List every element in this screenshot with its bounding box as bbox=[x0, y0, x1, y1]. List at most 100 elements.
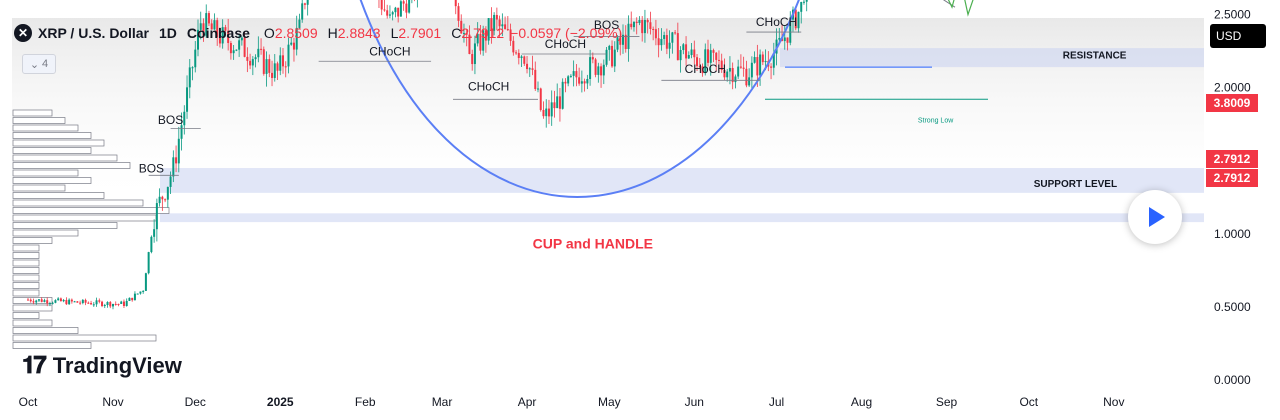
candle-body bbox=[153, 229, 156, 237]
candle-body bbox=[789, 19, 792, 43]
candle-body bbox=[103, 305, 106, 307]
close-value: 2.7912 bbox=[461, 25, 505, 41]
candle-body bbox=[194, 49, 197, 68]
candle-body bbox=[243, 37, 246, 57]
candle-body bbox=[547, 108, 550, 117]
candle-body bbox=[671, 32, 674, 43]
price-tag-last: 2.7912 bbox=[1206, 169, 1258, 187]
candle-body bbox=[106, 302, 109, 306]
volume-profile-bar bbox=[12, 334, 157, 342]
candle-body bbox=[136, 293, 139, 295]
candle-body bbox=[663, 35, 666, 39]
candle-body bbox=[682, 44, 685, 51]
annotation-label: CHoCH bbox=[756, 15, 797, 29]
candle-body bbox=[265, 59, 268, 74]
candle-body bbox=[142, 290, 145, 292]
candle-body bbox=[54, 300, 57, 303]
candle-body bbox=[712, 50, 715, 53]
candle-body bbox=[391, 12, 394, 15]
y-tick-label: 0.0000 bbox=[1214, 373, 1251, 387]
candle-body bbox=[674, 32, 677, 34]
candle-body bbox=[169, 176, 172, 187]
candle-body bbox=[408, 0, 411, 13]
candle-body bbox=[580, 81, 583, 84]
tradingview-logo-text: TradingView bbox=[52, 353, 182, 378]
candle-body bbox=[800, 2, 803, 12]
candle-body bbox=[484, 30, 487, 41]
candle-body bbox=[51, 302, 54, 304]
volume-profile-bar bbox=[12, 304, 53, 312]
annotation-label: CHoCH bbox=[545, 37, 586, 51]
volume-profile-bar bbox=[12, 117, 66, 124]
candle-body bbox=[287, 44, 290, 67]
candle-body bbox=[465, 32, 468, 35]
volume-profile-bar bbox=[12, 154, 118, 162]
candle-body bbox=[761, 54, 764, 63]
candle-body bbox=[578, 77, 581, 84]
candle-body bbox=[131, 297, 134, 301]
candle-body bbox=[298, 19, 301, 28]
candle-body bbox=[147, 252, 150, 274]
candle-body bbox=[531, 68, 534, 70]
candle-body bbox=[240, 37, 243, 41]
candle-body bbox=[783, 37, 786, 42]
candle-body bbox=[778, 38, 781, 40]
candle-body bbox=[772, 53, 775, 68]
candle-body bbox=[306, 0, 309, 5]
y-tick-label: 0.5000 bbox=[1214, 300, 1251, 314]
candle-body bbox=[158, 196, 161, 204]
candle-body bbox=[567, 76, 570, 84]
volume-profile-bar bbox=[12, 184, 66, 192]
volume-profile-bar bbox=[12, 297, 53, 304]
candle-body bbox=[657, 38, 660, 46]
low-value: 2.7901 bbox=[398, 25, 442, 41]
candle-body bbox=[750, 62, 753, 78]
candle-body bbox=[646, 19, 649, 23]
chevron-down-icon: ⌄ bbox=[29, 58, 40, 71]
volume-profile-bar bbox=[12, 132, 92, 139]
candle-body bbox=[720, 60, 723, 71]
price-tag-weak-high: 3.8009 bbox=[1206, 94, 1258, 112]
candle-body bbox=[523, 56, 526, 64]
candle-body bbox=[210, 23, 213, 30]
y-tick-label: 1.0000 bbox=[1214, 227, 1251, 241]
candle-body bbox=[150, 236, 153, 253]
play-button[interactable] bbox=[1128, 190, 1182, 244]
candle-body bbox=[526, 63, 529, 70]
volume-profile-bar bbox=[12, 342, 92, 349]
candle-body bbox=[114, 303, 117, 305]
symbol-name[interactable]: XRP / U.S. Dollar bbox=[38, 25, 149, 41]
currency-button[interactable]: USD bbox=[1210, 24, 1266, 48]
candle-body bbox=[572, 71, 575, 76]
candle-body bbox=[457, 6, 460, 21]
candle-body bbox=[739, 66, 742, 68]
candle-body bbox=[62, 299, 65, 302]
candle-body bbox=[608, 45, 611, 50]
volume-profile-bar bbox=[12, 162, 131, 169]
candle-body bbox=[569, 75, 572, 77]
indicators-toggle-button[interactable]: ⌄ 4 bbox=[22, 54, 56, 74]
candle-body bbox=[652, 28, 655, 30]
candle-body bbox=[460, 20, 463, 34]
candle-body bbox=[734, 76, 737, 83]
candle-body bbox=[175, 157, 178, 164]
candle-body bbox=[515, 52, 518, 54]
resistance-zone bbox=[780, 48, 1204, 68]
candle-body bbox=[512, 40, 515, 53]
interval[interactable]: 1D bbox=[159, 25, 177, 41]
volume-profile-bar bbox=[12, 177, 92, 184]
candle-body bbox=[216, 20, 219, 38]
candle-body bbox=[668, 42, 671, 49]
candle-body bbox=[600, 66, 603, 76]
candle-body bbox=[756, 57, 759, 76]
candle-body bbox=[709, 50, 712, 63]
candle-body bbox=[715, 52, 718, 60]
candle-body bbox=[454, 0, 457, 7]
candle-body bbox=[638, 19, 641, 24]
candle-body bbox=[611, 45, 614, 67]
candle-body bbox=[632, 21, 635, 28]
candle-body bbox=[622, 34, 624, 45]
x-tick-label: Oct bbox=[19, 395, 38, 409]
